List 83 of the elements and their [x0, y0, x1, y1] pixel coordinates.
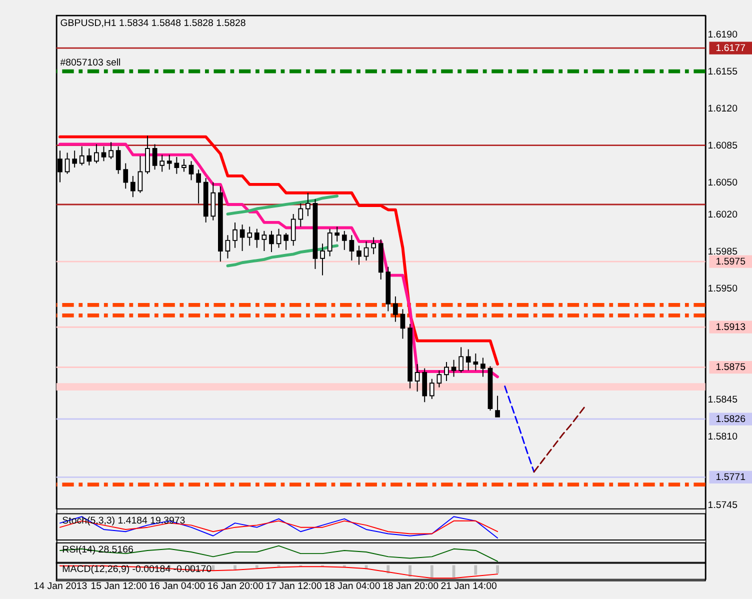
y-tick-label: 1.6050: [708, 178, 738, 189]
x-tick-label: 18 Jan 20:00: [382, 581, 440, 592]
x-tick-label: 17 Jan 12:00: [266, 581, 322, 592]
candlestick: [473, 353, 478, 371]
candlestick: [262, 230, 267, 252]
candlestick: [458, 346, 464, 374]
y-tick-label: 1.5985: [708, 246, 738, 258]
x-tick-label: 14 Jan 2013: [34, 581, 88, 592]
candlestick: [116, 146, 121, 174]
x-tick-label: 18 Jan 04:00: [324, 581, 381, 592]
candlestick: [94, 144, 99, 164]
candlestick: [240, 224, 245, 252]
candlestick: [182, 158, 186, 172]
candlestick: [298, 202, 304, 228]
candlestick: [480, 357, 486, 378]
candlestick: [414, 364, 420, 392]
candlestick: [254, 228, 260, 248]
candlestick: [79, 146, 84, 166]
candlestick: [306, 192, 310, 217]
candlestick: [349, 234, 354, 261]
candlestick: [364, 241, 369, 261]
chart-title: GBPUSD,H1 1.5834 1.5848 1.5828 1.5828: [60, 18, 246, 29]
candlestick: [356, 245, 362, 266]
candlestick: [210, 182, 216, 221]
candlestick: [247, 226, 252, 246]
candlestick: [101, 146, 106, 162]
ref-line-label: 1.5826: [716, 414, 746, 425]
candlestick: [429, 378, 434, 400]
candlestick: [138, 155, 143, 194]
y-tick-label: 1.5745: [708, 500, 738, 512]
candlestick: [166, 154, 172, 170]
x-tick-label: 16 Jan 04:00: [149, 581, 206, 592]
candlestick: [422, 368, 428, 403]
ref-line-label: 1.5771: [716, 472, 746, 484]
candlestick: [152, 144, 158, 170]
candlestick: [145, 135, 150, 174]
candlestick: [188, 160, 194, 181]
candlestick: [174, 156, 180, 174]
line-series: [504, 386, 535, 473]
y-tick-label: 1.6085: [708, 140, 738, 152]
candlestick: [269, 230, 274, 253]
candlestick: [334, 226, 340, 242]
candlestick: [196, 169, 201, 204]
candlestick: [393, 296, 398, 322]
candlestick: [108, 142, 114, 160]
candlestick: [123, 162, 128, 190]
candlestick: [160, 154, 165, 172]
y-tick-label: 1.5950: [708, 283, 738, 294]
candlestick: [64, 152, 70, 174]
candlestick: [130, 175, 136, 198]
ref-line-label: 1.5875: [716, 362, 746, 374]
candlestick: [72, 150, 78, 168]
candlestick: [400, 308, 406, 340]
candlestick: [327, 228, 332, 257]
line-series: [226, 194, 339, 216]
y-tick-label: 1.6020: [708, 209, 738, 220]
candlestick: [86, 148, 92, 166]
candlestick: [232, 222, 238, 248]
candlestick: [290, 214, 296, 246]
ref-line-label: 1.5975: [716, 256, 746, 268]
x-tick-label: 15 Jan 12:00: [90, 581, 148, 592]
x-tick-label: 21 Jan 14:00: [440, 581, 498, 592]
candlestick: [320, 243, 325, 276]
candlestick: [495, 395, 500, 418]
y-tick-label: 1.6155: [708, 66, 738, 78]
candlestick: [444, 361, 449, 382]
x-tick-label: 16 Jan 20:00: [207, 581, 264, 592]
y-tick-label: 1.6190: [708, 30, 738, 41]
line-series: [533, 406, 586, 473]
candlestick: [276, 228, 282, 248]
candlestick: [284, 232, 288, 250]
ref-line-label: #8057103 sell: [60, 58, 121, 68]
y-tick-label: 1.5810: [708, 431, 738, 442]
candlestick: [342, 230, 347, 250]
y-tick-label: 1.5845: [708, 394, 738, 406]
candlestick: [436, 370, 442, 388]
y-tick-label: 1.6120: [708, 104, 738, 115]
candlestick: [225, 234, 230, 259]
candlestick: [466, 348, 471, 371]
candlestick: [451, 359, 456, 378]
ref-line-label: 1.6177: [716, 42, 746, 54]
ref-line-label: 1.5913: [716, 322, 746, 334]
candlestick: [371, 236, 376, 255]
